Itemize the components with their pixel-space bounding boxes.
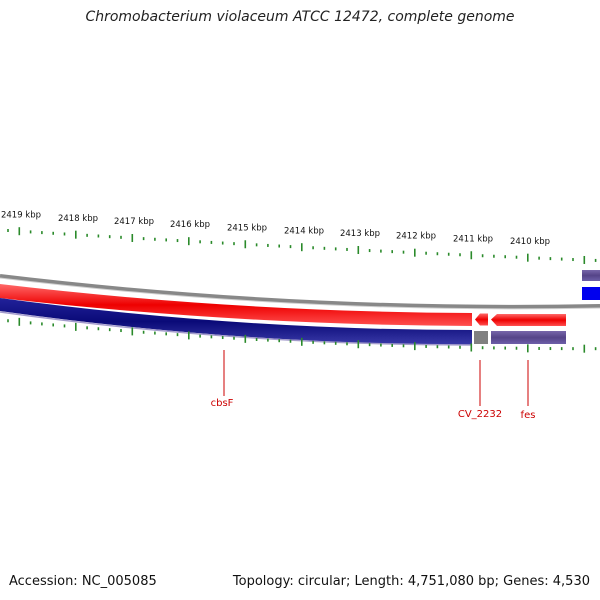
scale-tick-label: 2414 kbp	[284, 226, 324, 236]
gene-label-CV_2232: CV_2232	[458, 409, 502, 420]
genome-summary: Topology: circular; Length: 4,751,080 bp…	[232, 574, 590, 589]
lower-tick-marks	[7, 317, 597, 353]
reverse-strand-features	[0, 298, 566, 346]
tick-labels: 2419 kbp 2418 kbp 2417 kbp 2416 kbp 2415 kbp…	[1, 210, 550, 246]
gene-label-fes: fes	[521, 410, 536, 421]
fes-feature	[491, 314, 566, 326]
scale-tick-label: 2413 kbp	[340, 229, 380, 239]
CV_2232-gene-block	[474, 331, 488, 344]
blue-block	[582, 287, 600, 300]
upper-tick-marks	[7, 227, 597, 264]
scale-tick-label: 2416 kbp	[170, 220, 210, 230]
forward-strand-features	[0, 270, 600, 326]
scale-tick-label: 2411 kbp	[453, 234, 493, 244]
CV_2232-feature	[475, 313, 488, 326]
map-title: Chromobacterium violaceum ATCC 12472, co…	[85, 9, 515, 25]
scale-tick-label: 2410 kbp	[510, 237, 550, 247]
gene-labels: cbsF CV_2232 fes	[211, 350, 536, 421]
accession-label: Accession: NC_005085	[9, 574, 157, 589]
scale-tick-label: 2417 kbp	[114, 217, 154, 227]
scale-tick-label: 2419 kbp	[1, 210, 41, 220]
scale-tick-label: 2415 kbp	[227, 223, 267, 233]
gene-label-cbsF: cbsF	[211, 398, 234, 409]
cbsF-feature	[0, 284, 472, 326]
fes-gene-block	[491, 331, 566, 344]
scale-tick-label: 2412 kbp	[396, 232, 436, 242]
purple-block-upper	[582, 270, 600, 281]
genome-backbone	[0, 274, 600, 310]
scale-tick-label: 2418 kbp	[58, 214, 98, 224]
